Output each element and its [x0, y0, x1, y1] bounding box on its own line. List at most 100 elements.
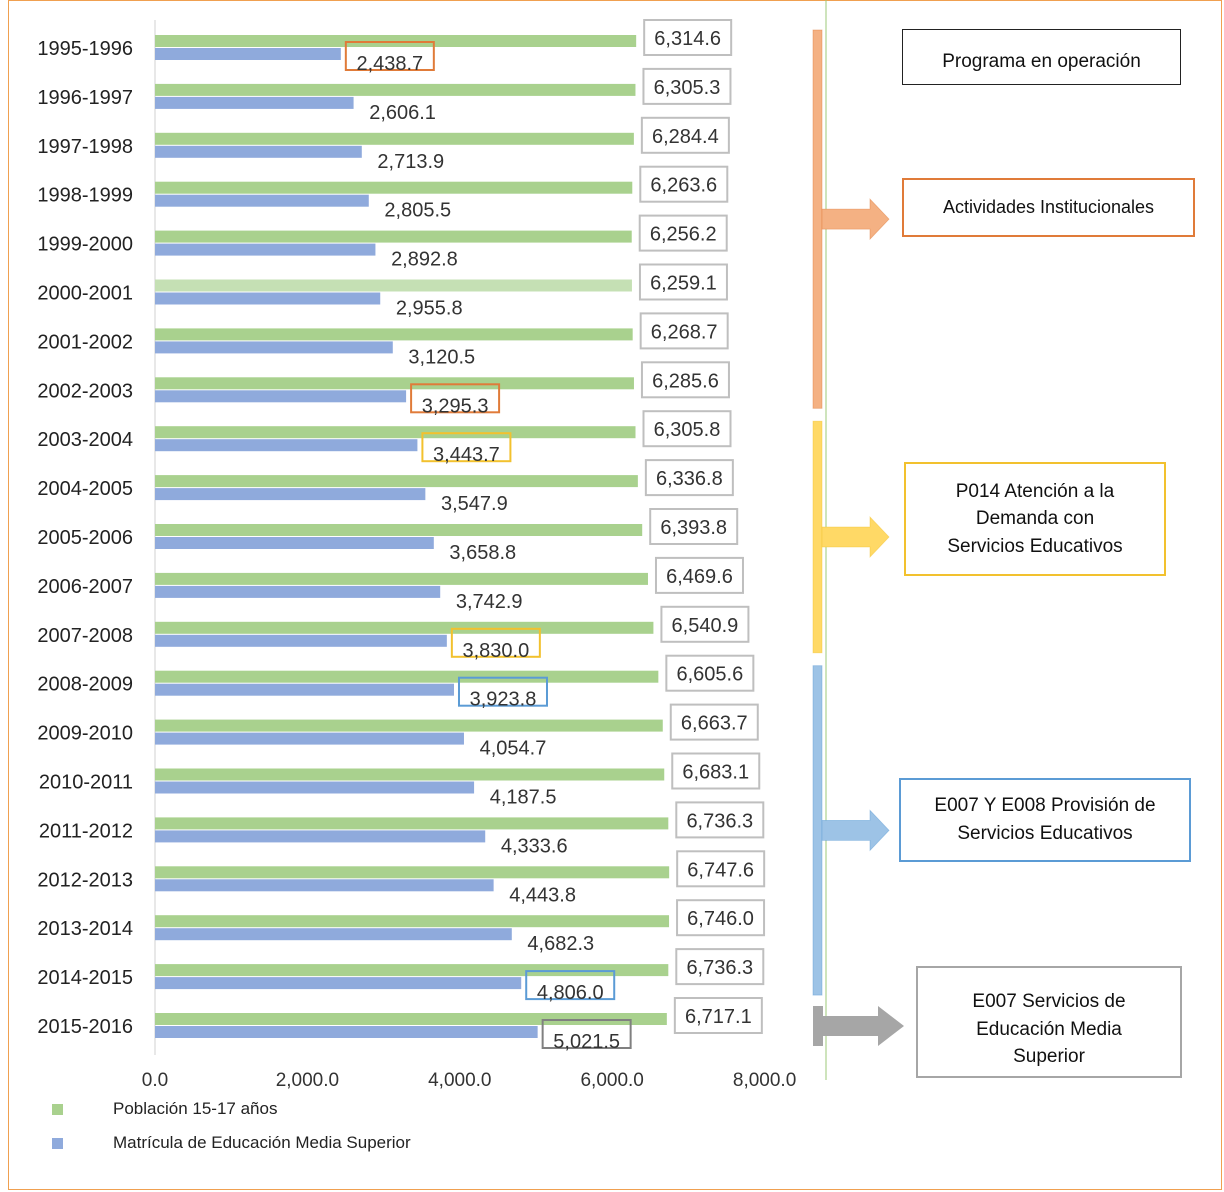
- legend-swatch-blue: [52, 1138, 63, 1149]
- bar-matricula: [155, 635, 447, 647]
- program-box-p014: P014 Atención a la Demanda con Servicios…: [904, 462, 1166, 576]
- data-label-matricula: 4,333.6: [501, 835, 568, 857]
- bar-poblacion: [155, 622, 653, 634]
- bar-matricula: [155, 439, 417, 451]
- bar-poblacion: [155, 720, 663, 732]
- category-label: 2011-2012: [39, 820, 133, 842]
- program-label-line: Educación Media: [972, 1016, 1125, 1044]
- data-label-poblacion: 6,314.6: [654, 28, 721, 50]
- bar-poblacion: [155, 84, 635, 96]
- category-label: 1998-1999: [37, 185, 133, 207]
- data-label-matricula: 3,658.8: [449, 542, 516, 564]
- program-bracket: [813, 30, 822, 408]
- bar-matricula: [155, 928, 512, 940]
- data-label-poblacion: 6,285.6: [652, 370, 719, 392]
- bar-poblacion: [155, 133, 634, 145]
- data-label-poblacion: 6,469.6: [666, 566, 733, 588]
- data-label-matricula: 3,120.5: [408, 346, 475, 368]
- bar-matricula: [155, 244, 375, 256]
- program-label-line: Superior: [972, 1043, 1125, 1071]
- bar-matricula: [155, 977, 521, 989]
- program-header: Programa en operación: [942, 48, 1141, 76]
- category-label: 2003-2004: [37, 429, 133, 451]
- category-label: 2008-2009: [37, 674, 133, 696]
- category-label: 2005-2006: [37, 527, 133, 549]
- data-label-poblacion: 6,746.0: [687, 908, 754, 930]
- bar-matricula: [155, 879, 494, 891]
- category-label: 2009-2010: [37, 723, 133, 745]
- category-label: 2004-2005: [37, 478, 133, 500]
- bar-matricula: [155, 195, 369, 207]
- category-label: 1996-1997: [37, 87, 133, 109]
- data-label-matricula: 3,295.3: [422, 395, 489, 417]
- data-label-matricula: 2,805.5: [384, 200, 451, 222]
- data-label-matricula: 5,021.5: [553, 1031, 620, 1053]
- program-label-line: E007 Servicios de: [972, 988, 1125, 1016]
- data-label-poblacion: 6,268.7: [651, 321, 718, 343]
- data-label-matricula: 4,054.7: [480, 738, 547, 760]
- program-bracket: [813, 666, 822, 995]
- category-label: 2012-2013: [37, 869, 133, 891]
- data-label-matricula: 3,830.0: [462, 640, 529, 662]
- data-label-matricula: 2,892.8: [391, 249, 458, 271]
- data-label-poblacion: 6,605.6: [676, 664, 743, 686]
- legend-item-matricula: Matrícula de Educación Media Superior: [52, 1133, 411, 1153]
- x-tick-label: 0.0: [142, 1070, 168, 1091]
- data-label-matricula: 4,806.0: [537, 982, 604, 1004]
- x-tick-label: 6,000.0: [580, 1070, 643, 1091]
- data-label-matricula: 4,187.5: [490, 787, 557, 809]
- bar-poblacion: [155, 426, 636, 438]
- bar-poblacion: [155, 915, 669, 927]
- bar-matricula: [155, 1026, 538, 1038]
- arrow-right-icon: [822, 810, 889, 850]
- data-label-poblacion: 6,683.1: [682, 762, 749, 784]
- arrow-right-icon: [822, 517, 889, 557]
- data-label-poblacion: 6,663.7: [681, 713, 748, 735]
- program-box-e007-ems: E007 Servicios de Educación Media Superi…: [916, 966, 1182, 1078]
- bar-poblacion: [155, 475, 638, 487]
- bar-poblacion: [155, 573, 648, 585]
- x-tick-label: 4,000.0: [428, 1070, 491, 1091]
- data-label-matricula: 4,682.3: [527, 933, 594, 955]
- data-label-poblacion: 6,256.2: [650, 224, 717, 246]
- category-label: 2015-2016: [37, 1016, 133, 1038]
- data-label-poblacion: 6,263.6: [650, 175, 717, 197]
- bars-group: 1995-1996 6,314.62,438.71996-1997 6,305.32…: [37, 20, 764, 1053]
- data-label-poblacion: 6,393.8: [660, 517, 727, 539]
- category-label: 1999-2000: [37, 234, 133, 256]
- bar-matricula: [155, 341, 393, 353]
- data-label-poblacion: 6,284.4: [652, 126, 719, 148]
- bar-matricula: [155, 488, 425, 500]
- bar-poblacion: [155, 280, 632, 292]
- program-label-line: Servicios Educativos: [934, 820, 1155, 848]
- program-label: Actividades Institucionales: [943, 194, 1154, 220]
- legend-label: Población 15-17 años: [113, 1099, 277, 1119]
- category-label: 1995-1996: [37, 38, 133, 60]
- program-box-e007-e008: E007 Y E008 Provisión de Servicios Educa…: [899, 778, 1191, 862]
- data-label-poblacion: 6,540.9: [672, 615, 739, 637]
- category-label: 2010-2011: [39, 772, 133, 794]
- bar-poblacion: [155, 817, 668, 829]
- data-label-poblacion: 6,747.6: [687, 859, 754, 881]
- data-label-poblacion: 6,259.1: [650, 273, 717, 295]
- x-axis-ticks: 0.0 2,000.0 4,000.0 6,000.0 8,000.0: [142, 1070, 797, 1091]
- bar-matricula: [155, 293, 380, 305]
- arrow-right-icon: [823, 1006, 904, 1046]
- program-label-line: P014 Atención a la: [947, 478, 1122, 506]
- bar-matricula: [155, 537, 434, 549]
- category-label: 2000-2001: [37, 283, 133, 305]
- data-label-matricula: 2,713.9: [377, 151, 444, 173]
- bar-poblacion: [155, 524, 642, 536]
- data-label-poblacion: 6,305.8: [654, 419, 721, 441]
- legend-label: Matrícula de Educación Media Superior: [113, 1133, 411, 1153]
- data-label-matricula: 3,742.9: [456, 591, 523, 613]
- data-label-poblacion: 6,717.1: [685, 1006, 752, 1028]
- bar-matricula: [155, 684, 454, 696]
- bar-poblacion: [155, 328, 633, 340]
- bar-matricula: [155, 830, 485, 842]
- data-label-poblacion: 6,336.8: [656, 468, 723, 490]
- legend-swatch-green: [52, 1104, 63, 1115]
- program-bracket: [813, 1006, 823, 1046]
- data-label-matricula: 2,438.7: [356, 53, 423, 75]
- data-label-matricula: 2,955.8: [396, 298, 463, 320]
